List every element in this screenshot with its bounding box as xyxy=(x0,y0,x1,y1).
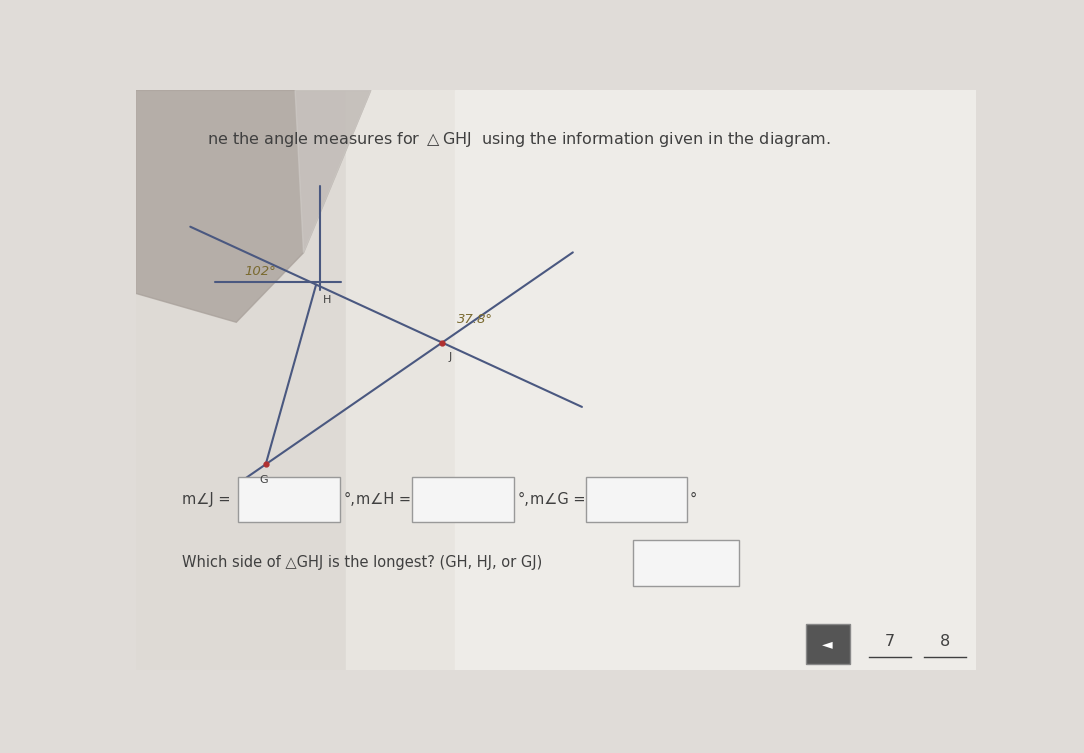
Text: ◄: ◄ xyxy=(823,637,834,651)
Text: 8: 8 xyxy=(940,634,950,648)
FancyBboxPatch shape xyxy=(805,624,850,664)
Text: °,: °, xyxy=(518,492,530,507)
Polygon shape xyxy=(295,90,371,253)
FancyBboxPatch shape xyxy=(238,477,339,522)
Text: °: ° xyxy=(689,492,697,507)
FancyBboxPatch shape xyxy=(585,477,687,522)
Text: m∠G =: m∠G = xyxy=(529,492,585,507)
FancyBboxPatch shape xyxy=(412,477,514,522)
Text: H: H xyxy=(323,295,332,305)
Polygon shape xyxy=(136,90,371,322)
Text: G: G xyxy=(259,475,268,485)
Text: 37.8°: 37.8° xyxy=(457,313,493,326)
Text: Which side of △GHJ is the longest? (GH, HJ, or GJ): Which side of △GHJ is the longest? (GH, … xyxy=(182,556,542,571)
Text: J: J xyxy=(449,352,452,362)
Bar xyxy=(455,90,976,670)
Text: °,: °, xyxy=(344,492,356,507)
Text: 102°: 102° xyxy=(244,265,275,279)
Bar xyxy=(346,90,976,670)
Text: 7: 7 xyxy=(885,634,895,648)
Text: ne the angle measures for $\mathdefault{\triangle}$GHJ  using the information gi: ne the angle measures for $\mathdefault{… xyxy=(207,130,830,149)
FancyBboxPatch shape xyxy=(633,541,738,586)
Text: m∠H =: m∠H = xyxy=(356,492,411,507)
Text: m∠J =: m∠J = xyxy=(182,492,230,507)
